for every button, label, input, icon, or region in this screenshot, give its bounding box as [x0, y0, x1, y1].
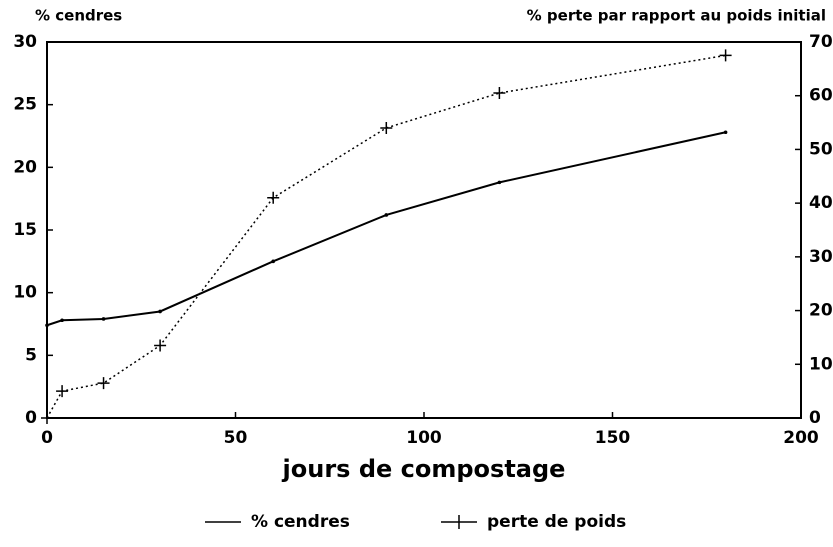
point-marker — [45, 323, 49, 328]
y2-axis-title: % perte par rapport au poids initial — [527, 7, 826, 25]
point-marker — [60, 318, 64, 323]
y2-tick-label: 60 — [809, 86, 833, 106]
x-tick-label: 200 — [783, 428, 819, 448]
plot-frame — [46, 41, 802, 419]
series-line — [46, 131, 726, 327]
point-marker — [271, 259, 276, 264]
x-tick-label: 50 — [224, 428, 248, 448]
y-tick-label: 30 — [13, 32, 37, 52]
point-marker — [154, 339, 167, 352]
y-tick-label: 10 — [13, 283, 37, 303]
series-line — [46, 54, 726, 419]
legend-label: % cendres — [251, 512, 350, 532]
y2-tick-label: 50 — [809, 139, 833, 159]
y2-tick-label: 30 — [809, 247, 833, 267]
legend-label: perte de poids — [487, 512, 626, 532]
y2-tick-label: 70 — [809, 32, 833, 52]
point-marker — [97, 377, 110, 390]
y-tick-label: 25 — [13, 95, 37, 115]
point-marker — [380, 121, 393, 134]
y2-tick-label: 0 — [809, 408, 821, 428]
x-tick-label: 150 — [595, 428, 631, 448]
point-marker — [158, 309, 162, 314]
x-axis-title: jours de compostage — [282, 455, 566, 483]
y-tick-label: 15 — [13, 220, 37, 240]
point-marker — [723, 130, 728, 135]
point-marker — [719, 49, 732, 62]
y2-tick-label: 10 — [809, 354, 833, 374]
point-marker — [41, 412, 53, 424]
point-marker — [493, 87, 506, 100]
point-marker — [101, 317, 106, 321]
y-tick-label: 20 — [13, 157, 37, 177]
y-axis-title: % cendres — [35, 7, 122, 25]
y-tick-label: 5 — [25, 345, 37, 365]
point-marker — [384, 213, 389, 217]
y-tick-label: 0 — [25, 408, 37, 428]
x-tick-label: 100 — [406, 428, 442, 448]
point-marker — [267, 191, 280, 204]
point-marker — [497, 180, 502, 185]
y2-tick-label: 20 — [809, 301, 833, 321]
x-tick-label: 0 — [41, 428, 53, 448]
y2-tick-label: 40 — [809, 193, 833, 213]
point-marker — [56, 385, 69, 398]
